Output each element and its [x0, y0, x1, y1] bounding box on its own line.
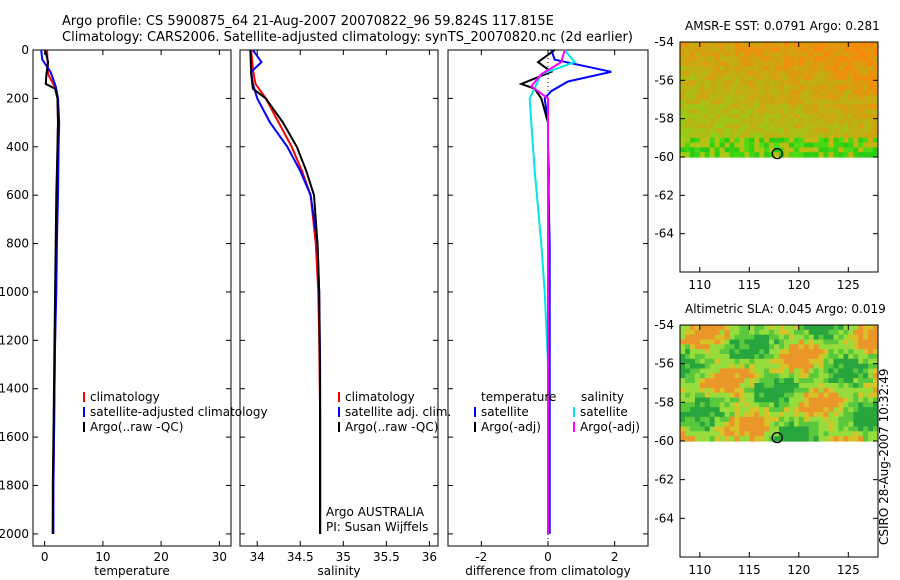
x-tick-label: 120	[787, 278, 810, 292]
x-tick-label: 0	[544, 550, 552, 564]
x-tick-label: 115	[738, 278, 761, 292]
x-tick-label: 36	[422, 550, 437, 564]
x-tick-label: 35.5	[373, 550, 400, 564]
y-tick-label: -64	[654, 227, 674, 241]
title-line-2: Climatology: CARS2006. Satellite-adjuste…	[62, 30, 633, 45]
series-line-salinity-argo-adj-	[529, 49, 566, 534]
y-tick-label: -58	[654, 112, 674, 126]
x-tick-label: 125	[837, 563, 860, 577]
legend-label: Argo(..raw -QC)	[90, 420, 183, 434]
y-tick-label: -56	[654, 357, 674, 371]
x-tick-label: -2	[475, 550, 487, 564]
y-tick-label: -60	[654, 434, 674, 448]
x-tick-label: 20	[153, 550, 168, 564]
temperature-profile-frame	[32, 49, 232, 547]
x-tick-label: 30	[212, 550, 227, 564]
series-line-argo-raw-qc-	[44, 49, 60, 534]
y-tick-label: -54	[654, 318, 674, 332]
legend-label: Argo(-adj)	[580, 420, 640, 434]
x-tick-label: 0	[41, 550, 49, 564]
x-tick-label: 34	[250, 550, 265, 564]
x-tick-label: 34.5	[287, 550, 314, 564]
y-tick-label: 600	[6, 188, 29, 202]
y-tick-label: -56	[654, 73, 674, 87]
map-title: Altimetric SLA: 0.045 Argo: 0.019	[685, 302, 886, 316]
x-tick-label: 35	[336, 550, 351, 564]
y-tick-label: -54	[654, 35, 674, 49]
title-line-1: Argo profile: CS 5900875_64 21-Aug-2007 …	[62, 14, 554, 29]
x-tick-label: 115	[738, 563, 761, 577]
y-tick-label: -62	[654, 188, 674, 202]
float-position-marker	[771, 147, 783, 160]
legend-label: Argo(-adj)	[481, 420, 541, 434]
legend-label: Argo(..raw -QC)	[345, 420, 438, 434]
y-tick-label: 800	[6, 237, 29, 251]
legend-label: satellite	[580, 405, 628, 419]
y-tick-label: -58	[654, 395, 674, 409]
altimetric-sla-map-field	[680, 325, 879, 442]
y-tick-label: 400	[6, 140, 29, 154]
legend-group-title: temperature	[481, 390, 556, 404]
x-tick-label: 2	[611, 550, 619, 564]
y-tick-label: 200	[6, 91, 29, 105]
y-tick-label: 1400	[0, 382, 29, 396]
map-title: AMSR-E SST: 0.0791 Argo: 0.281	[685, 19, 880, 33]
legend-label: satellite adj. clim.	[345, 405, 451, 419]
y-tick-label: 1000	[0, 285, 29, 299]
float-position-marker	[771, 431, 783, 444]
x-tick-label: 10	[95, 550, 110, 564]
y-tick-label: 1600	[0, 430, 29, 444]
x-tick-label: 120	[787, 563, 810, 577]
legend-group-title: salinity	[581, 390, 624, 404]
y-tick-label: 1800	[0, 479, 29, 493]
legend-label: satellite	[481, 405, 529, 419]
annotation-float: Argo AUSTRALIA	[326, 505, 425, 519]
x-axis-label: temperature	[94, 564, 169, 578]
footer-credit: CSIRO 28-Aug-2007 10:32:49	[877, 368, 891, 545]
x-tick-label: 110	[688, 278, 711, 292]
y-tick-label: -62	[654, 473, 674, 487]
y-tick-label: 0	[21, 43, 29, 57]
series-line-argo-raw-qc-	[249, 49, 322, 534]
amsr-e-sst-map-field	[680, 42, 879, 158]
legend-label: satellite-adjusted climatology	[90, 405, 268, 419]
y-tick-label: 2000	[0, 527, 29, 541]
salinity-profile-frame	[239, 49, 439, 547]
x-axis-label: difference from climatology	[465, 564, 631, 578]
x-tick-label: 125	[837, 278, 860, 292]
x-axis-label: salinity	[317, 564, 360, 578]
legend-label: climatology	[90, 390, 160, 404]
annotation-pi: PI: Susan Wijffels	[326, 520, 428, 534]
y-tick-label: -64	[654, 511, 674, 525]
y-tick-label: 1200	[0, 333, 29, 347]
legend-label: climatology	[345, 390, 415, 404]
x-tick-label: 110	[688, 563, 711, 577]
series-line-temperature-satellite	[543, 49, 612, 534]
y-tick-label: -60	[654, 150, 674, 164]
